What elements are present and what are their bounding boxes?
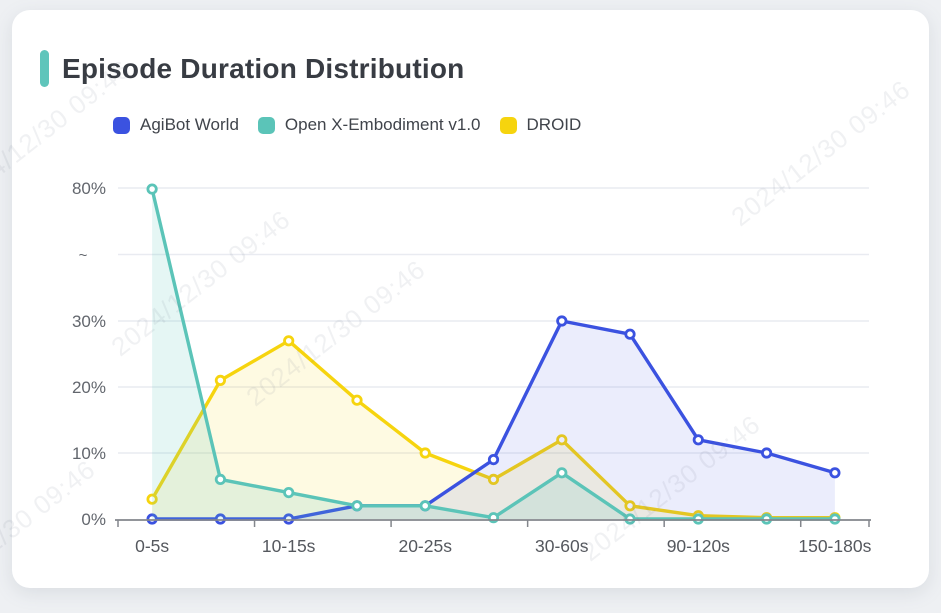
legend-swatch-icon <box>499 116 517 134</box>
x-axis-tick-label: 0-5s <box>135 536 169 556</box>
legend-label: Open X-Embodiment v1.0 <box>284 115 481 134</box>
y-axis-tick-label: 20% <box>72 378 106 397</box>
data-point-open-x-embodiment-v1-0[interactable] <box>760 513 773 525</box>
data-point-open-x-embodiment-v1-0[interactable] <box>556 467 568 479</box>
series-area-agibot-world <box>152 321 835 519</box>
data-point-agibot-world[interactable] <box>760 447 773 459</box>
data-point-droid[interactable] <box>283 335 295 347</box>
line-chart: 0% 10% 20% 30% ~80% 0-5s 10-15s 20-25s 30-60s 90-… <box>72 179 872 556</box>
data-point-agibot-world[interactable] <box>624 328 636 340</box>
x-axis-tick-label: 90-120s <box>667 536 730 556</box>
y-axis-tick-label: 0% <box>81 510 106 529</box>
data-point-agibot-world[interactable] <box>692 434 704 446</box>
legend-label: DROID <box>526 115 582 134</box>
data-point-agibot-world[interactable] <box>146 513 158 525</box>
data-point-droid[interactable] <box>624 500 636 512</box>
legend-item-droid[interactable]: DROID <box>499 115 582 135</box>
data-point-agibot-world[interactable] <box>214 513 226 525</box>
data-point-open-x-embodiment-v1-0[interactable] <box>146 183 158 195</box>
y-axis-tick-label: 80% <box>72 179 106 198</box>
y-axis-tick-label: 30% <box>72 312 106 331</box>
data-point-droid[interactable] <box>556 434 568 446</box>
series-area-open-x-embodiment-v1-0 <box>152 189 835 519</box>
data-point-droid[interactable] <box>487 473 500 485</box>
y-axis-tick-label: ~ <box>79 247 88 264</box>
data-point-open-x-embodiment-v1-0[interactable] <box>692 513 704 525</box>
legend-item-open-x-embodiment-v1-0[interactable]: Open X-Embodiment v1.0 <box>257 115 481 135</box>
data-point-agibot-world[interactable] <box>487 453 500 466</box>
legend-label: AgiBot World <box>140 115 239 134</box>
chart-card <box>12 10 929 588</box>
data-point-open-x-embodiment-v1-0[interactable] <box>283 486 295 499</box>
data-point-droid[interactable] <box>351 394 363 406</box>
data-point-open-x-embodiment-v1-0[interactable] <box>351 500 363 512</box>
x-axis-tick-label: 30-60s <box>535 536 589 556</box>
legend-swatch-icon <box>257 116 275 134</box>
data-point-droid[interactable] <box>214 374 226 386</box>
data-point-agibot-world[interactable] <box>283 513 295 525</box>
data-point-agibot-world[interactable] <box>829 467 841 479</box>
data-point-open-x-embodiment-v1-0[interactable] <box>419 500 431 512</box>
data-point-open-x-embodiment-v1-0[interactable] <box>624 513 636 525</box>
x-axis-tick-label: 150-180s <box>798 536 871 556</box>
x-axis-tick-label: 20-25s <box>398 536 452 556</box>
title-accent-bar <box>40 50 49 87</box>
series-area-droid <box>152 340 835 519</box>
data-point-agibot-world[interactable] <box>556 315 568 327</box>
page-background: { "page": { "title": "Episode Duration D… <box>0 10 929 612</box>
x-axis-tick-label: 10-15s <box>262 536 316 556</box>
data-point-open-x-embodiment-v1-0[interactable] <box>214 473 226 485</box>
page-title: Episode Duration Distribution <box>62 52 465 84</box>
y-axis-tick-label: 10% <box>72 444 106 463</box>
data-point-droid[interactable] <box>419 447 431 459</box>
title-row: Episode Duration Distribution <box>40 50 464 87</box>
legend-item-agibot-world[interactable]: AgiBot World <box>113 115 239 135</box>
legend-swatch-icon <box>113 116 130 134</box>
data-point-droid[interactable] <box>146 493 158 505</box>
chart-legend: AgiBot World Open X-Embodiment v1.0 DROID <box>113 115 581 135</box>
data-point-open-x-embodiment-v1-0[interactable] <box>829 513 841 525</box>
